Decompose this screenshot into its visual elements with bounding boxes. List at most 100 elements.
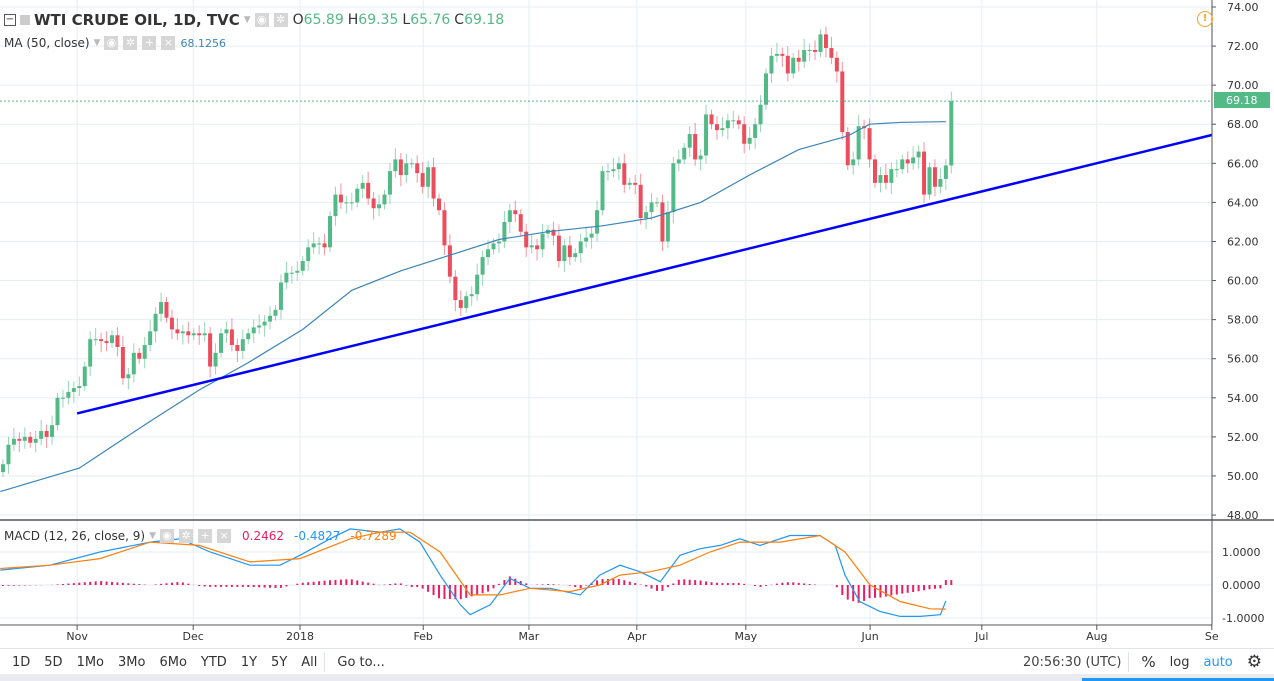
candle-body bbox=[747, 137, 752, 144]
candle-body bbox=[77, 386, 82, 389]
candle-body bbox=[927, 167, 932, 195]
macd-axis[interactable]: 1.0000 0.0000 -1.0000 bbox=[1222, 546, 1264, 625]
settings-gear-icon[interactable]: ⚙ bbox=[1246, 652, 1262, 672]
candle-body bbox=[556, 235, 561, 262]
ma-legend-label[interactable]: MA (50, close) bbox=[4, 36, 90, 50]
range-1d[interactable]: 1D bbox=[12, 654, 31, 670]
eye-icon[interactable]: ◉ bbox=[160, 529, 175, 543]
chevron-down-icon[interactable]: ▼ bbox=[243, 15, 251, 25]
price-axis[interactable]: 74.00 72.00 70.00 68.00 66.00 64.00 62.00 60.00… bbox=[1212, 1, 1259, 522]
range-3mo[interactable]: 3Mo bbox=[118, 654, 146, 670]
price-tick-label: 66.00 bbox=[1227, 157, 1259, 170]
candle-body bbox=[529, 245, 534, 248]
candle-body bbox=[475, 274, 480, 295]
divider bbox=[1128, 652, 1130, 672]
signal-line bbox=[0, 531, 946, 610]
candle-body bbox=[333, 194, 338, 217]
scroll-indicator[interactable] bbox=[1082, 678, 1274, 681]
range-1mo[interactable]: 1Mo bbox=[76, 654, 105, 670]
plus-icon[interactable]: + bbox=[142, 36, 157, 50]
eye-icon[interactable]: ◉ bbox=[104, 36, 119, 50]
candle-body bbox=[551, 229, 556, 236]
goto-button[interactable]: Go to... bbox=[337, 654, 385, 670]
candle-body bbox=[622, 163, 627, 185]
candle-body bbox=[573, 253, 578, 258]
candle-body bbox=[655, 202, 659, 204]
collapse-icon[interactable]: − bbox=[4, 14, 16, 26]
alert-icon[interactable]: ! bbox=[1197, 11, 1213, 27]
candle-body bbox=[916, 151, 921, 158]
candle-body bbox=[257, 325, 262, 328]
eye-icon[interactable]: ◉ bbox=[254, 13, 269, 27]
candle-body bbox=[159, 302, 164, 314]
chevron-down-icon[interactable]: ▼ bbox=[93, 38, 101, 48]
candle-body bbox=[137, 352, 142, 359]
range-5d[interactable]: 5D bbox=[44, 654, 63, 670]
close-icon[interactable]: × bbox=[217, 529, 232, 543]
candle-body bbox=[649, 202, 654, 213]
candle-body bbox=[88, 339, 93, 367]
gear-icon[interactable]: ✲ bbox=[123, 36, 138, 50]
ohlc-close: 69.18 bbox=[464, 12, 505, 28]
candle-body bbox=[813, 49, 818, 52]
candle-body bbox=[175, 329, 180, 334]
plus-icon[interactable]: + bbox=[198, 529, 213, 543]
range-1y[interactable]: 1Y bbox=[240, 654, 258, 670]
price-tick-label: 58.00 bbox=[1227, 314, 1259, 327]
divider bbox=[324, 652, 326, 672]
candle-body bbox=[600, 171, 605, 211]
percent-toggle[interactable]: % bbox=[1141, 653, 1156, 671]
candle-body bbox=[829, 48, 834, 58]
candle-body bbox=[153, 313, 158, 332]
candle-body bbox=[480, 257, 485, 275]
candle-body bbox=[889, 169, 894, 183]
candle-body bbox=[300, 261, 305, 271]
candle-body bbox=[873, 159, 877, 183]
ohlc-high: 69.35 bbox=[358, 12, 399, 28]
candle-body bbox=[268, 315, 273, 322]
candle-body bbox=[524, 231, 529, 248]
candles bbox=[1, 26, 954, 477]
candle-body bbox=[682, 147, 687, 160]
candle-body bbox=[502, 221, 507, 242]
chart-canvas[interactable]: 74.00 72.00 70.00 68.00 66.00 64.00 62.00 60.00… bbox=[0, 0, 1274, 648]
candle-body bbox=[818, 34, 823, 52]
price-tick-label: 74.00 bbox=[1227, 1, 1259, 14]
candle-body bbox=[273, 309, 278, 316]
symbol-title[interactable]: WTI CRUDE OIL, 1D, TVC bbox=[34, 11, 240, 29]
time-tick-label: Aug bbox=[1086, 630, 1107, 643]
candle-body bbox=[447, 245, 452, 277]
chevron-down-icon[interactable]: ▼ bbox=[149, 531, 157, 541]
candle-body bbox=[284, 272, 289, 283]
last-price-label: 69.18 bbox=[1226, 94, 1258, 107]
log-toggle[interactable]: log bbox=[1169, 654, 1190, 670]
candle-body bbox=[469, 294, 474, 297]
range-all[interactable]: All bbox=[301, 654, 318, 670]
ohlc-close-label: C bbox=[454, 12, 465, 28]
candle-body bbox=[513, 210, 518, 215]
auto-toggle[interactable]: auto bbox=[1203, 654, 1233, 670]
candle-body bbox=[169, 317, 174, 330]
macd-legend-label[interactable]: MACD (12, 26, close, 9) bbox=[4, 529, 146, 543]
candle-body bbox=[382, 194, 387, 205]
gear-icon[interactable]: ✲ bbox=[273, 13, 288, 27]
candle-body bbox=[219, 333, 223, 353]
candle-body bbox=[115, 335, 120, 347]
range-6mo[interactable]: 6Mo bbox=[159, 654, 187, 670]
gear-icon[interactable]: ✲ bbox=[179, 529, 194, 543]
candle-body bbox=[932, 167, 937, 187]
time-axis[interactable]: Nov Dec 2018 Feb Mar Apr May Jun Jul Aug Se bbox=[66, 625, 1219, 643]
candle-body bbox=[578, 241, 583, 254]
range-5y[interactable]: 5Y bbox=[271, 654, 288, 670]
candle-body bbox=[197, 333, 202, 336]
candle-body bbox=[731, 120, 736, 122]
clock: 20:56:30 (UTC) bbox=[1022, 654, 1122, 670]
price-tick-label: 50.00 bbox=[1227, 470, 1259, 483]
trend-line[interactable] bbox=[76, 133, 1213, 415]
close-icon[interactable]: × bbox=[161, 36, 176, 50]
price-tick-label: 52.00 bbox=[1227, 431, 1259, 444]
range-ytd[interactable]: YTD bbox=[200, 654, 227, 670]
candle-body bbox=[605, 171, 610, 173]
macd-tick-label: 1.0000 bbox=[1222, 546, 1261, 559]
time-tick-label: 2018 bbox=[286, 630, 314, 643]
